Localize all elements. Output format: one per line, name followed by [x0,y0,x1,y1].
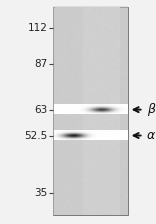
Text: 52.5: 52.5 [24,131,48,140]
Text: 112: 112 [28,23,48,33]
Text: 35: 35 [34,188,48,198]
Text: α: α [147,129,155,142]
Text: β: β [147,103,155,116]
Bar [83,7,120,215]
Bar [53,7,128,215]
Bar [55,7,92,215]
Text: 87: 87 [34,59,48,69]
Text: 63: 63 [34,105,48,115]
